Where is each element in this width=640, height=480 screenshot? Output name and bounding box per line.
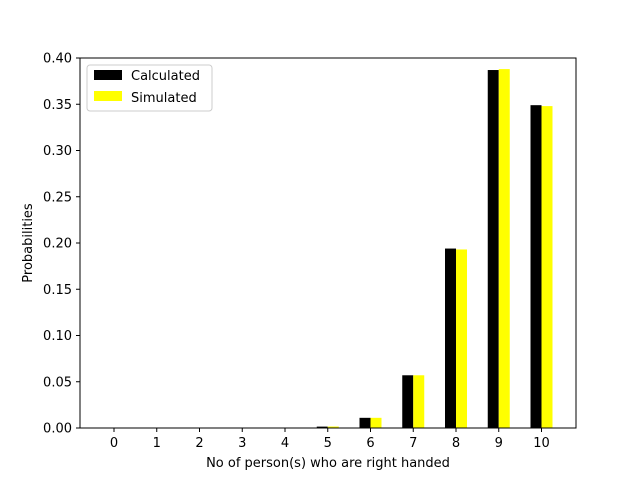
legend-label-calculated: Calculated (131, 69, 200, 84)
y-tick-label: 0.25 (43, 190, 72, 205)
bar-calculated-5 (316, 426, 328, 428)
legend-swatch-calculated (94, 70, 122, 80)
bar-calculated-9 (487, 70, 499, 429)
y-tick-label: 0.05 (43, 375, 72, 390)
x-tick-label: 8 (452, 436, 460, 451)
y-tick-label: 0.30 (43, 144, 72, 159)
bars-group (274, 69, 553, 429)
x-tick-label: 0 (110, 436, 118, 451)
bar-simulated-10 (541, 106, 553, 428)
y-tick-label: 0.20 (43, 237, 72, 252)
x-axis-label: No of person(s) who are right handed (206, 456, 450, 471)
legend-swatch-simulated (94, 91, 122, 101)
bar-simulated-9 (498, 69, 510, 428)
x-tick-label: 7 (409, 436, 417, 451)
y-tick-label: 0.15 (43, 283, 72, 298)
bar-simulated-5 (327, 426, 339, 428)
x-tick-label: 1 (153, 436, 161, 451)
y-tick-label: 0.10 (43, 329, 72, 344)
x-tick-label: 6 (366, 436, 374, 451)
x-axis-ticks: 0 1 2 3 4 5 6 7 8 9 10 (110, 428, 550, 451)
x-tick-label: 9 (495, 436, 503, 451)
x-tick-label: 4 (281, 436, 289, 451)
legend: Calculated Simulated (86, 64, 213, 112)
bar-calculated-8 (445, 248, 456, 428)
x-tick-label: 3 (238, 436, 246, 451)
bar-simulated-6 (370, 417, 382, 428)
legend-label-simulated: Simulated (131, 91, 197, 106)
x-tick-label: 10 (533, 436, 550, 451)
y-axis-label: Probabilities (21, 203, 36, 283)
bar-simulated-7 (413, 375, 425, 428)
y-tick-label: 0.00 (43, 422, 72, 437)
bar-calculated-6 (359, 417, 371, 428)
bar-calculated-10 (530, 105, 542, 429)
x-tick-label: 2 (195, 436, 203, 451)
bar-simulated-8 (456, 249, 467, 428)
x-tick-label: 5 (324, 436, 332, 451)
y-tick-label: 0.35 (43, 98, 72, 113)
y-axis-ticks: 0.00 0.05 0.10 0.15 0.20 0.25 0.30 0.35 0.40 (43, 52, 80, 437)
y-tick-label: 0.40 (43, 52, 72, 67)
bar-calculated-7 (402, 375, 414, 428)
